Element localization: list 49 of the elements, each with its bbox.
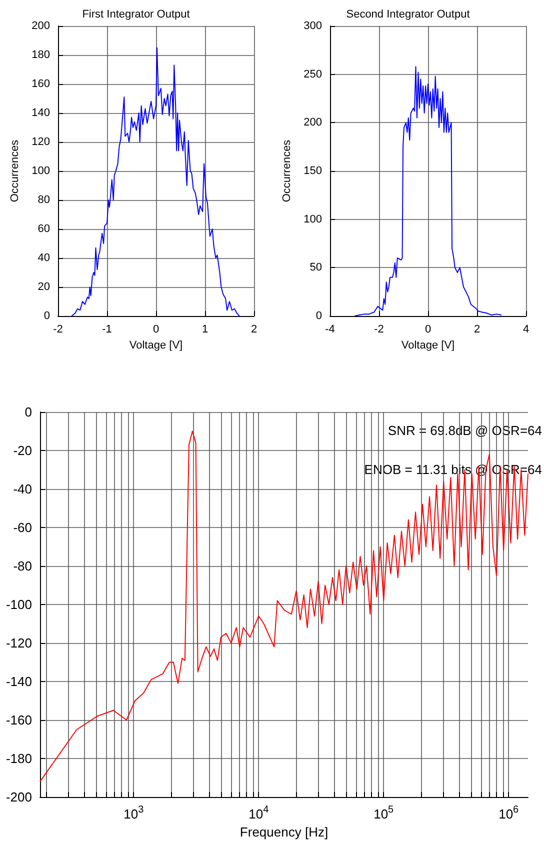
y-tick-label: -20	[13, 443, 32, 458]
annotation: SNR = 69.8dB @ OSR=64	[388, 423, 542, 438]
y-tick-label: 50	[310, 262, 322, 274]
y-tick-label: -60	[13, 520, 32, 535]
line-series	[71, 47, 240, 316]
line-series	[354, 66, 502, 316]
y-tick-label: 180	[32, 49, 50, 61]
y-tick-label: 100	[304, 213, 322, 226]
y-tick-label: -100	[6, 597, 32, 612]
x-tick-label: 1	[202, 324, 208, 336]
y-tick-label: -160	[6, 712, 32, 728]
y-tick-label: -180	[6, 751, 32, 766]
y-axis-title: Occurrences	[9, 139, 22, 202]
chart-title: First Integrator Output	[82, 8, 190, 20]
y-tick-label: 140	[32, 107, 50, 119]
chart-title: Second Integrator Output	[346, 8, 470, 20]
x-tick-label: 0	[152, 324, 160, 336]
y-tick-label: 40	[38, 252, 50, 264]
y-tick-label: 0	[24, 404, 32, 420]
y-tick-label: 100	[32, 165, 50, 177]
y-tick-label: 250	[304, 68, 322, 80]
x-tick-label: -4	[325, 324, 335, 336]
y-tick-label: 80	[38, 194, 50, 206]
x-tick-label: -1	[102, 324, 112, 336]
y-tick-label: 150	[304, 165, 322, 177]
x-tick-label: 2	[474, 324, 480, 336]
x-axis-title: Voltage [V]	[401, 339, 455, 352]
x-axis-title: Frequency [Hz]	[240, 824, 328, 840]
x-tick-label: -2	[53, 324, 63, 336]
y-tick-label: -140	[6, 674, 32, 689]
y-tick-label: 300	[304, 20, 322, 32]
y-axis-title: Occurrences	[281, 139, 294, 202]
y-tick-label: 60	[38, 223, 50, 235]
x-axis-title: Voltage [V]	[129, 339, 183, 352]
y-tick-label: 0	[44, 310, 50, 322]
x-tick-label: -2	[374, 324, 384, 336]
y-tick-label: -200	[6, 790, 32, 804]
y-tick-label: -120	[6, 636, 32, 650]
y-tick-label: 120	[32, 136, 50, 148]
y-tick-label: 200	[32, 20, 50, 32]
y-tick-label: 160	[32, 78, 50, 90]
x-tick-label: 2	[250, 324, 258, 336]
y-tick-label: 200	[304, 116, 322, 129]
y-tick-label: 20	[38, 281, 50, 293]
x-tick-label: 0	[424, 324, 432, 336]
y-tick-label: -80	[13, 558, 32, 574]
y-tick-label: -40	[13, 482, 32, 496]
y-tick-label: 0	[316, 310, 322, 322]
x-tick-label: 4	[522, 324, 530, 336]
